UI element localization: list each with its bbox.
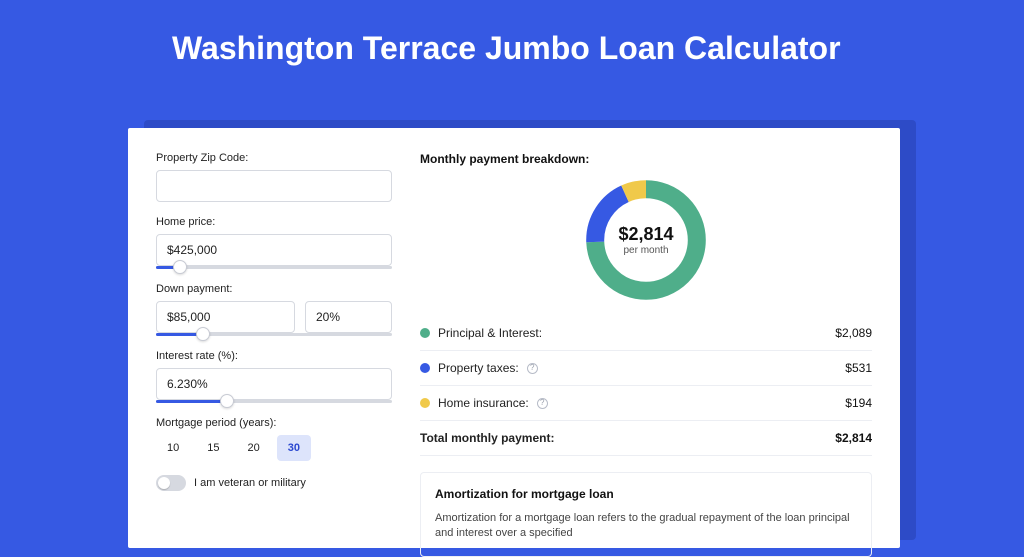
info-icon[interactable]: ? — [537, 398, 548, 409]
amortization-box: Amortization for mortgage loan Amortizat… — [420, 472, 872, 557]
down-payment-label: Down payment: — [156, 283, 392, 295]
zip-label: Property Zip Code: — [156, 152, 392, 164]
label-total: Total monthly payment: — [420, 431, 554, 445]
mortgage-period-options: 10 15 20 30 — [156, 435, 392, 461]
calculator-card: Property Zip Code: Home price: Down paym… — [128, 128, 900, 548]
veteran-label: I am veteran or military — [194, 477, 306, 489]
period-option-10[interactable]: 10 — [156, 435, 190, 461]
interest-rate-slider-fill — [156, 400, 227, 403]
donut-center: $2,814 per month — [586, 180, 706, 300]
down-payment-field: Down payment: — [156, 283, 392, 336]
dot-insurance — [420, 398, 430, 408]
value-principal: $2,089 — [835, 326, 872, 340]
donut-chart-wrap: $2,814 per month — [420, 180, 872, 300]
dot-principal — [420, 328, 430, 338]
results-column: Monthly payment breakdown: $2,814 per mo… — [420, 152, 872, 524]
period-option-20[interactable]: 20 — [237, 435, 271, 461]
line-item-taxes: Property taxes: ? $531 — [420, 351, 872, 386]
veteran-row: I am veteran or military — [156, 475, 392, 491]
breakdown-title: Monthly payment breakdown: — [420, 152, 872, 166]
home-price-slider-thumb[interactable] — [173, 260, 187, 274]
label-principal: Principal & Interest: — [438, 326, 542, 340]
label-insurance: Home insurance: — [438, 396, 529, 410]
home-price-input[interactable] — [156, 234, 392, 266]
line-item-insurance: Home insurance: ? $194 — [420, 386, 872, 421]
home-price-slider[interactable] — [156, 266, 392, 269]
value-taxes: $531 — [845, 361, 872, 375]
interest-rate-label: Interest rate (%): — [156, 350, 392, 362]
home-price-label: Home price: — [156, 216, 392, 228]
veteran-toggle[interactable] — [156, 475, 186, 491]
interest-rate-field: Interest rate (%): — [156, 350, 392, 403]
zip-input[interactable] — [156, 170, 392, 202]
value-insurance: $194 — [845, 396, 872, 410]
line-item-principal: Principal & Interest: $2,089 — [420, 316, 872, 351]
page-title: Washington Terrace Jumbo Loan Calculator — [0, 0, 1024, 87]
zip-field: Property Zip Code: — [156, 152, 392, 202]
label-taxes: Property taxes: — [438, 361, 519, 375]
period-option-30[interactable]: 30 — [277, 435, 311, 461]
interest-rate-slider[interactable] — [156, 400, 392, 403]
down-payment-slider[interactable] — [156, 333, 392, 336]
mortgage-period-label: Mortgage period (years): — [156, 417, 392, 429]
amortization-text: Amortization for a mortgage loan refers … — [435, 511, 857, 542]
interest-rate-input[interactable] — [156, 368, 392, 400]
line-item-total: Total monthly payment: $2,814 — [420, 421, 872, 456]
veteran-toggle-knob — [158, 477, 170, 489]
home-price-field: Home price: — [156, 216, 392, 269]
value-total: $2,814 — [835, 431, 872, 445]
down-payment-percent-input[interactable] — [305, 301, 392, 333]
amortization-title: Amortization for mortgage loan — [435, 487, 857, 501]
info-icon[interactable]: ? — [527, 363, 538, 374]
interest-rate-slider-thumb[interactable] — [220, 394, 234, 408]
down-payment-slider-thumb[interactable] — [196, 327, 210, 341]
mortgage-period-field: Mortgage period (years): 10 15 20 30 — [156, 417, 392, 461]
dot-taxes — [420, 363, 430, 373]
donut-sub: per month — [623, 245, 668, 256]
period-option-15[interactable]: 15 — [196, 435, 230, 461]
donut-amount: $2,814 — [618, 224, 673, 245]
down-payment-amount-input[interactable] — [156, 301, 295, 333]
donut-chart: $2,814 per month — [586, 180, 706, 300]
inputs-column: Property Zip Code: Home price: Down paym… — [156, 152, 392, 524]
